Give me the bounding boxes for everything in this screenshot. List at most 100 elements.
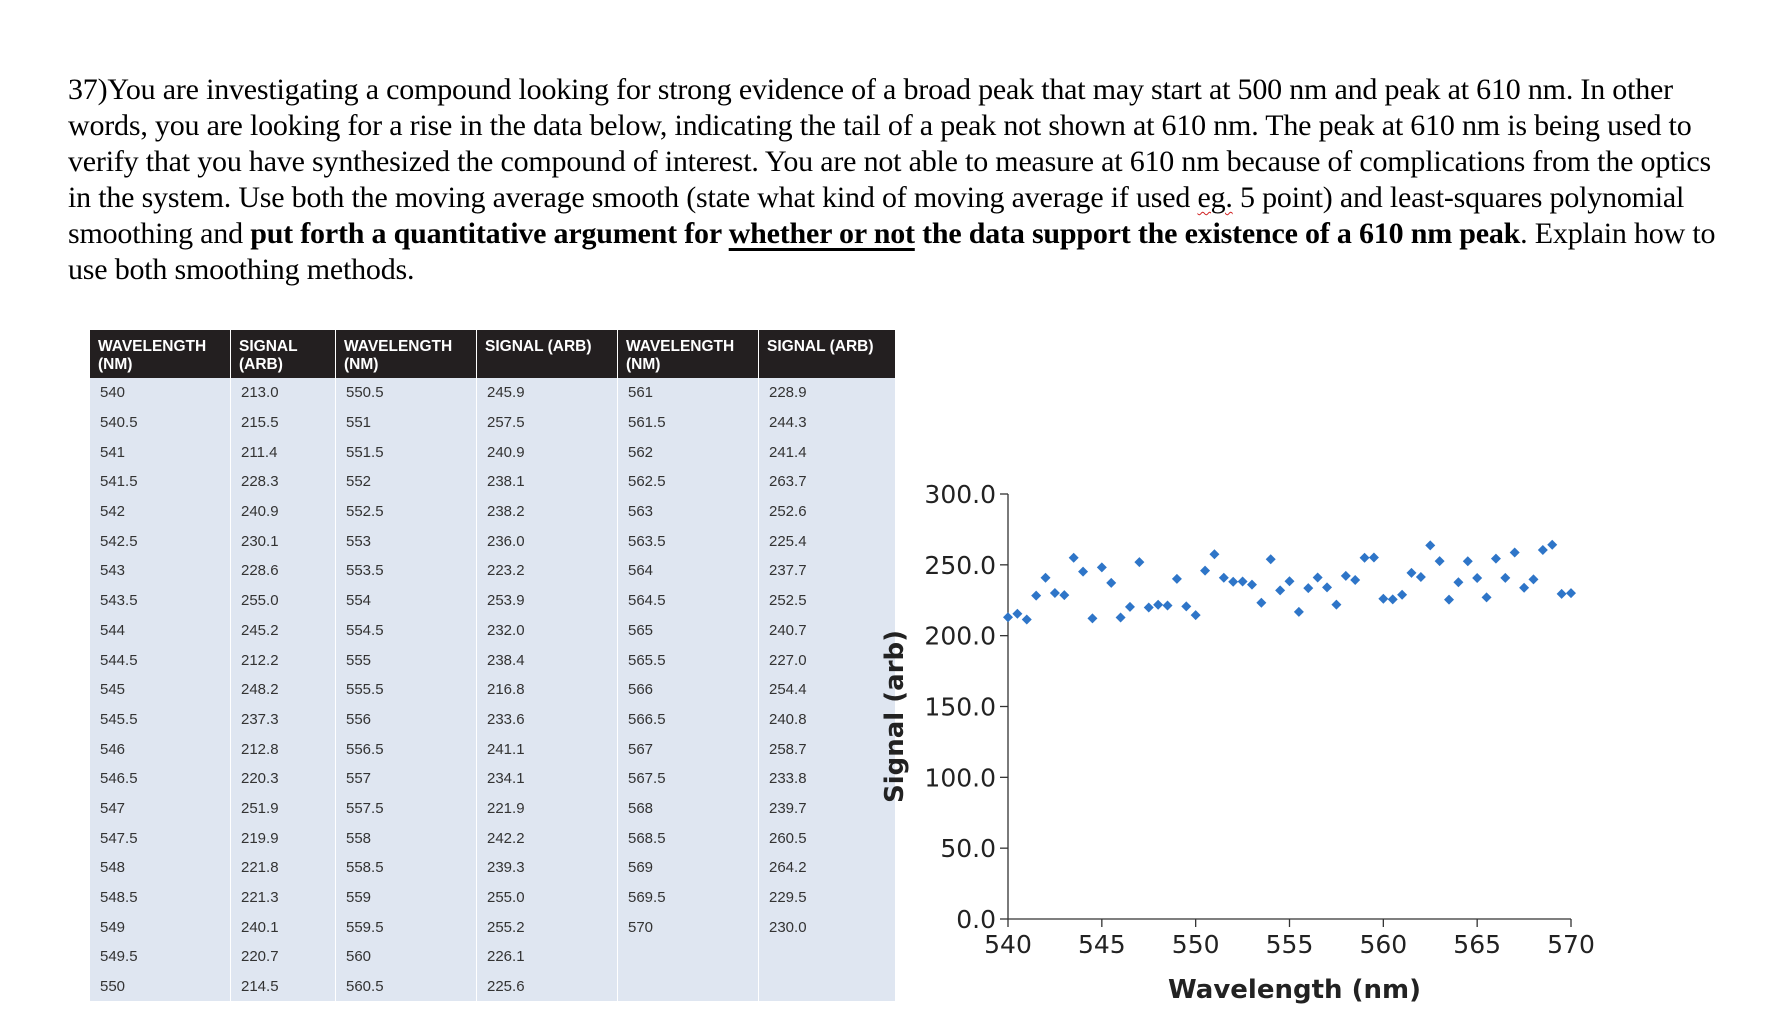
table-cell: 221.8 (230, 853, 336, 883)
table-cell: 549 (90, 912, 231, 943)
table-cell: 228.6 (230, 556, 336, 586)
table-cell: 566 (617, 674, 759, 705)
header-wavelength-1: WAVELENGTH (NM) (90, 330, 231, 378)
table-cell: 541.5 (90, 467, 231, 497)
table-cell: 241.1 (476, 734, 618, 764)
table-cell: 556.5 (335, 734, 477, 764)
table-cell: 549.5 (90, 942, 231, 972)
table-cell: 248.2 (230, 674, 336, 705)
table-row: 549.5 220.7 560 226.1 (90, 942, 895, 972)
question-part-1: 37)You are investigating a compound look… (68, 73, 1711, 214)
table-row: 542.5 230.1 553 236.0 563.5 225.4 (90, 526, 895, 557)
data-point (1359, 552, 1370, 563)
table-cell: 569.5 (617, 882, 759, 913)
table-row: 549 240.1 559.5 255.2 570 230.0 (90, 912, 895, 943)
table-cell: 559 (335, 882, 477, 913)
data-point (1218, 572, 1229, 583)
data-point (1472, 573, 1483, 584)
table-row: 545.5 237.3 556 233.6 566.5 240.8 (90, 704, 895, 735)
data-point (1312, 572, 1323, 583)
table-row: 543 228.6 553.5 223.2 564 237.7 (90, 556, 895, 586)
table-cell: 230.0 (758, 912, 895, 943)
data-point (1303, 583, 1314, 594)
data-point (1040, 572, 1051, 583)
table-cell: 540.5 (90, 407, 231, 438)
data-point (1387, 594, 1398, 605)
table-cell: 564.5 (617, 585, 759, 616)
table-cell: 239.7 (758, 793, 895, 824)
table-cell: 225.4 (758, 526, 895, 557)
table-cell: 559.5 (335, 912, 477, 943)
table-cell: 558 (335, 823, 477, 853)
table-cell: 223.2 (476, 556, 618, 586)
data-point (1566, 588, 1576, 599)
table-cell: 544 (90, 615, 231, 646)
table-cell: 548.5 (90, 882, 231, 913)
table-cell: 558.5 (335, 853, 477, 883)
header-signal-3: SIGNAL (ARB) (758, 330, 895, 378)
data-point (1509, 547, 1520, 558)
table-cell: 234.1 (476, 763, 618, 794)
table-row: 542 240.9 552.5 238.2 563 252.6 (90, 496, 895, 527)
table-cell: 240.8 (758, 704, 895, 735)
data-point (1237, 576, 1248, 587)
data-point (1256, 597, 1267, 608)
table-row: 541.5 228.3 552 238.1 562.5 263.7 (90, 467, 895, 497)
y-tick-label: 0.0 (956, 905, 996, 934)
table-row: 544.5 212.2 555 238.4 565.5 227.0 (90, 645, 895, 675)
question-bold-underlined: whether or not (728, 217, 915, 250)
y-tick-label: 250.0 (924, 551, 996, 580)
table-cell: 229.5 (758, 882, 895, 913)
table-cell: 550 (90, 971, 231, 1002)
data-point (1397, 589, 1408, 600)
data-point (1068, 552, 1079, 563)
data-point (1378, 593, 1389, 604)
table-cell: 561 (617, 378, 759, 408)
table-cell: 220.7 (230, 942, 336, 972)
table-cell: 227.0 (758, 645, 895, 675)
data-point (1106, 577, 1117, 588)
table-cell: 214.5 (230, 971, 336, 1002)
data-point (1547, 539, 1558, 550)
data-point (1190, 610, 1201, 621)
x-tick-label: 570 (1547, 930, 1595, 959)
data-point (1331, 599, 1342, 610)
table-cell: 257.5 (476, 407, 618, 438)
question-bold-1: put forth a quantitative argument for (250, 217, 729, 250)
table-header-row: WAVELENGTH (NM) SIGNAL (ARB) WAVELENGTH (NM… (90, 330, 895, 378)
table-cell: 564 (617, 556, 759, 586)
table-cell: 258.7 (758, 734, 895, 764)
table-cell: 240.9 (476, 437, 618, 468)
y-tick-label: 100.0 (924, 763, 996, 792)
data-point (1444, 594, 1455, 605)
table-cell: 553.5 (335, 556, 477, 586)
x-tick-label: 550 (1172, 930, 1220, 959)
table-row: 546 212.8 556.5 241.1 567 258.7 (90, 734, 895, 764)
table-cell: 547 (90, 793, 231, 824)
table-cell: 563 (617, 496, 759, 527)
data-point (1275, 585, 1286, 596)
data-point (1134, 557, 1145, 568)
x-tick-label: 565 (1453, 930, 1501, 959)
table-cell: 255.0 (230, 585, 336, 616)
data-point (1415, 572, 1426, 583)
data-point (1265, 554, 1276, 565)
data-point (1284, 576, 1295, 587)
table-row: 540 213.0 550.5 245.9 561 228.9 (90, 378, 895, 408)
table-row: 545 248.2 555.5 216.8 566 254.4 (90, 674, 895, 705)
table-cell: 555.5 (335, 674, 477, 705)
question-text: 37)You are investigating a compound look… (68, 72, 1728, 288)
table-cell: 554 (335, 585, 477, 616)
table-row: 541 211.4 551.5 240.9 562 241.4 (90, 437, 895, 468)
table-cell: 546 (90, 734, 231, 764)
table-cell: 548 (90, 853, 231, 883)
table-cell: 543.5 (90, 585, 231, 616)
table-row: 548.5 221.3 559 255.0 569.5 229.5 (90, 882, 895, 913)
x-tick-label: 540 (984, 930, 1032, 959)
header-signal-2: SIGNAL (ARB) (476, 330, 618, 378)
table-cell: 563.5 (617, 526, 759, 557)
table-cell: 567 (617, 734, 759, 764)
table-row: 540.5 215.5 551 257.5 561.5 244.3 (90, 407, 895, 438)
table-cell: 544.5 (90, 645, 231, 675)
table-cell: 228.9 (758, 378, 895, 408)
